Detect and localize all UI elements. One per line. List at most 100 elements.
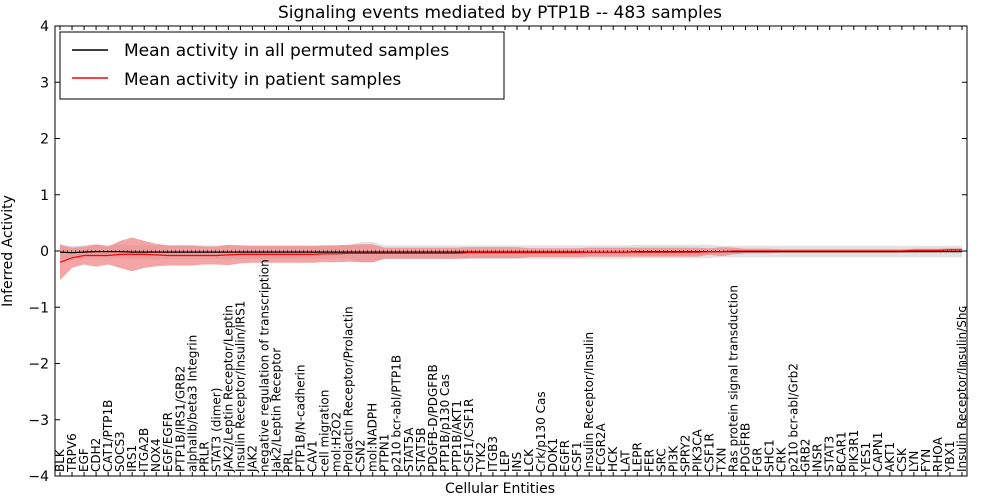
x-tick-label: STAT3 <box>823 436 837 472</box>
x-tick-label: PI3K <box>666 445 680 472</box>
x-tick-label: PRL <box>282 449 296 472</box>
x-tick-label: YES1 <box>859 442 873 473</box>
legend-label-patient: Mean activity in patient samples <box>124 70 401 90</box>
x-tick-label: Crk/p130 Cas <box>534 391 548 472</box>
x-tick-label: LAT <box>618 450 632 472</box>
x-tick-label: p210 bcr-abl/PTP1B <box>390 355 404 472</box>
x-tick-label: Ras protein signal transduction <box>727 285 741 472</box>
x-tick-label: CSN2 <box>354 439 368 472</box>
y-tick-label: 1 <box>40 188 49 204</box>
x-tick-label: BLK <box>53 448 67 472</box>
x-tick-label: PIK3R1 <box>847 430 861 472</box>
x-tick-label: Insulin Receptor/Insulin <box>582 332 596 472</box>
x-tick-label: IRS1 <box>125 445 139 472</box>
x-tick-label: Insulin Receptor/Insulin/Shc <box>955 306 969 472</box>
x-tick-label: JAK2 <box>245 445 259 473</box>
x-tick-label: SHC1 <box>763 439 777 472</box>
x-tick-label: INSR <box>811 444 825 472</box>
x-tick-label: STAT5A <box>402 427 416 472</box>
y-tick-label: 2 <box>40 132 49 148</box>
x-tick-label: mol:NADPH <box>366 403 380 472</box>
x-tick-label: PDGFRB <box>739 423 753 472</box>
x-tick-label: NOX4 <box>149 438 163 472</box>
x-tick-label: RHOA <box>931 436 945 472</box>
x-tick-label: Insulin Receptor/Insulin/IRS1 <box>233 301 247 472</box>
x-tick-label: CRK <box>775 446 789 472</box>
x-tick-label: EGF/EGFR <box>161 412 175 472</box>
x-tick-label: CSF1/CSF1R <box>462 399 476 472</box>
y-tick-label: −4 <box>28 469 49 485</box>
y-tick-label: −3 <box>28 413 49 429</box>
y-tick-label: −1 <box>28 300 49 316</box>
x-tick-label: TXN <box>715 447 729 473</box>
x-tick-label: PTP1B/N-cadherin <box>294 365 308 472</box>
y-tick-label: −2 <box>28 357 49 373</box>
x-tick-label: BCAR1 <box>835 431 849 472</box>
x-tick-label: FCGR2A <box>594 422 608 472</box>
x-tick-label: SOCS3 <box>113 431 127 472</box>
x-tick-label: CSF1 <box>570 441 584 472</box>
x-tick-label: CSK <box>895 447 909 472</box>
x-tick-label: EGFR <box>558 440 572 472</box>
x-tick-label: JAK2/Leptin Receptor/Leptin <box>221 305 235 473</box>
x-tick-label: STAT3 (dimer) <box>209 388 223 472</box>
x-tick-label: ITGB3 <box>486 436 500 472</box>
x-tick-label: PDGFB-D/PDGFRB <box>426 364 440 472</box>
x-tick-label: YBX1 <box>943 441 957 473</box>
legend: Mean activity in all permuted samples Me… <box>59 31 505 100</box>
x-tick-label: DOK1 <box>546 438 560 472</box>
x-tick-label: CSF1R <box>702 433 716 472</box>
x-tick-label: FGR <box>751 447 765 472</box>
x-tick-label: SPRY2 <box>678 435 692 472</box>
x-axis-label: Cellular Entities <box>445 481 555 497</box>
x-tick-label: PTPN1 <box>378 434 392 472</box>
x-tick-label: TRPV6 <box>65 433 79 473</box>
x-tick-label: FYN <box>919 449 933 472</box>
patient-series-line <box>59 249 962 263</box>
x-tick-label: Prolactin Receptor/Prolactin <box>342 306 356 472</box>
x-tick-label: HCK <box>606 446 620 472</box>
x-tick-label: INS <box>510 452 524 472</box>
x-axis: BLKTRPV6EGFCDH2CAT1/PTP1BSOCS3IRS1ITGA2B… <box>53 26 969 476</box>
y-tick-label: 0 <box>40 244 49 260</box>
x-tick-label: SRC <box>654 448 668 472</box>
x-tick-label: LCK <box>522 448 536 472</box>
x-tick-label: PRLR <box>197 441 211 472</box>
chart-title: Signaling events mediated by PTP1B -- 48… <box>278 3 722 23</box>
x-tick-label: ITGA2B <box>137 428 151 472</box>
x-tick-label: GRB2 <box>799 438 813 472</box>
x-tick-label: AKT1 <box>883 442 897 472</box>
y-axis: 4 3 2 1 0 −1 −2 −3 −4 <box>28 19 967 485</box>
patient-line-group <box>59 249 962 263</box>
x-tick-label: LYN <box>907 451 921 472</box>
x-tick-label: LEP <box>498 450 512 472</box>
x-tick-label: alphaIIb/beta3 Integrin <box>185 335 199 472</box>
patient-band-group <box>60 237 962 281</box>
plot-frame <box>54 25 968 477</box>
x-tick-label: PTP1B/IRS1/GRB2 <box>173 366 187 472</box>
legend-label-permuted: Mean activity in all permuted samples <box>124 41 449 61</box>
x-tick-label: FER <box>642 449 656 472</box>
x-tick-label: LEPR <box>630 442 644 472</box>
y-tick-label: 3 <box>40 75 49 91</box>
x-tick-label: CAV1 <box>306 440 320 472</box>
x-tick-label: CDH2 <box>89 438 103 472</box>
x-tick-label: PIK3CA <box>690 428 704 472</box>
x-tick-label: p210 bcr-abl/Grb2 <box>787 363 801 472</box>
x-tick-label: negative regulation of transcription <box>258 259 272 472</box>
y-axis-label: Inferred Activity <box>0 195 16 307</box>
x-tick-label: cell migration <box>318 390 332 472</box>
x-tick-label: PTP1B/p130 Cas <box>438 374 452 472</box>
x-tick-label: CAPN1 <box>871 432 885 472</box>
x-tick-label: Jak2/Leptin Receptor <box>270 348 284 473</box>
x-tick-label: TYK2 <box>474 442 488 473</box>
y-tick-label: 4 <box>40 19 49 35</box>
x-tick-label: mol:H2O2 <box>330 412 344 472</box>
x-tick-label: EGF <box>77 448 91 472</box>
x-tick-label: STAT5B <box>414 428 428 473</box>
x-tick-label: CAT1/PTP1B <box>101 400 115 472</box>
legend-box <box>59 31 505 100</box>
x-tick-label: PTP1B/AKT1 <box>450 400 464 472</box>
patient-band <box>60 237 962 281</box>
